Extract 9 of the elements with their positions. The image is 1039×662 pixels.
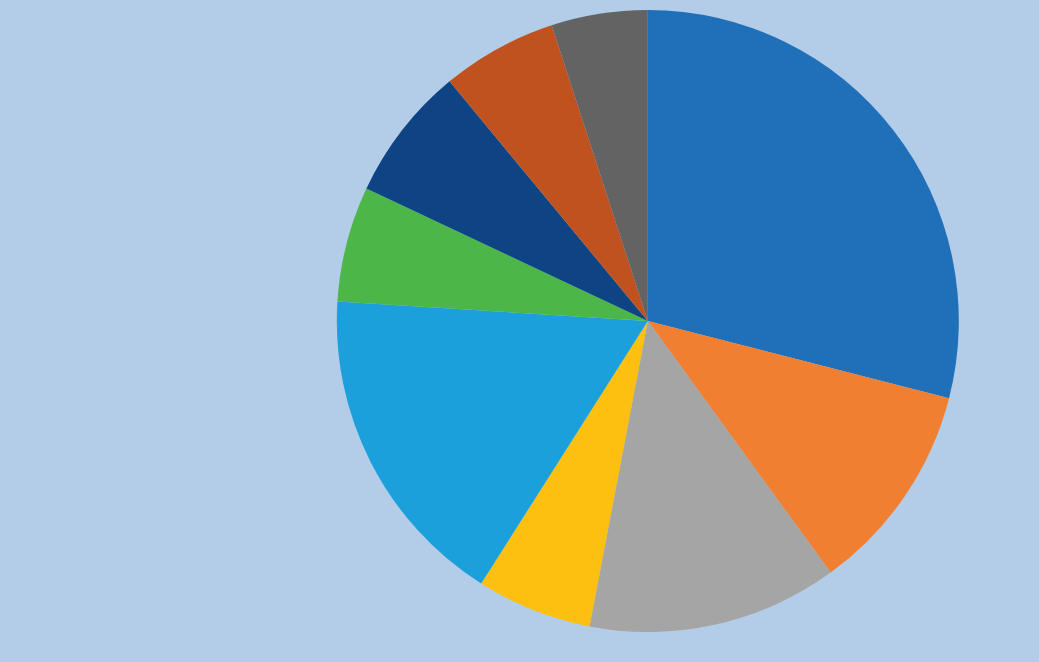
pie-slice (449, 25, 648, 321)
pie-slice (647, 321, 950, 573)
pie-slice (337, 301, 648, 584)
pie-slice (589, 321, 831, 632)
pie-slice (647, 10, 959, 399)
pie-slice (337, 188, 648, 321)
pie-slice (551, 10, 648, 321)
pie-slice (366, 81, 648, 321)
pie-slice (481, 321, 648, 627)
